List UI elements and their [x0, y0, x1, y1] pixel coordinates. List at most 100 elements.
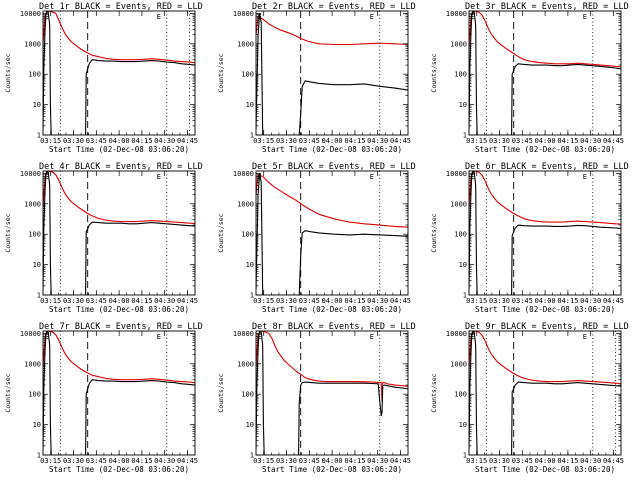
x-tick-label: 04:15 — [131, 457, 152, 465]
x-tick-label: 04:30 — [580, 297, 601, 305]
y-tick-label: 10 — [33, 101, 41, 109]
y-tick-label: 100 — [454, 71, 467, 79]
panel-det-8r: Det 8r BLACK = Events, RED = LLD 1 10 100 10… — [217, 322, 416, 474]
x-tick-label: 04:45 — [177, 297, 198, 305]
y-tick-label: 1000 — [24, 40, 41, 48]
x-tick-label: 03:15 — [40, 137, 61, 145]
x-tick-label: 03:30 — [489, 297, 510, 305]
x-tick-label: 03:30 — [63, 137, 84, 145]
y-tick-label: 10 — [459, 101, 467, 109]
y-tick-label: 100 — [454, 391, 467, 399]
x-tick-label: 04:15 — [344, 457, 365, 465]
y-tick-label: 1000 — [450, 360, 467, 368]
x-tick-label: 03:30 — [276, 137, 297, 145]
panel-title: Det 4r BLACK = Events, RED = LLD — [39, 162, 203, 172]
x-tick-label: 03:15 — [253, 297, 274, 305]
y-tick-label: 1 — [37, 292, 41, 300]
series-events-line — [43, 331, 195, 455]
x-tick-label: 04:30 — [580, 457, 601, 465]
x-tick-label: 03:15 — [40, 297, 61, 305]
y-tick-label: 100 — [454, 231, 467, 239]
marker-e-right: E — [370, 333, 374, 341]
y-tick-label: 1 — [37, 452, 41, 460]
x-tick-label: 03:15 — [40, 457, 61, 465]
y-tick-label: 10000 — [446, 10, 467, 18]
y-tick-label: 100 — [241, 391, 254, 399]
y-tick-label: 1 — [37, 132, 41, 140]
x-tick-label: 04:00 — [535, 457, 556, 465]
x-tick-label: 03:15 — [466, 137, 487, 145]
y-tick-label: 1 — [463, 452, 467, 460]
x-tick-label: 03:30 — [276, 457, 297, 465]
x-axis-label: Start Time (02-Dec-08 03:06:20) — [475, 305, 615, 314]
x-tick-label: 04:15 — [557, 297, 578, 305]
x-tick-label: 03:30 — [276, 297, 297, 305]
marker-e-right: E — [583, 13, 587, 21]
x-tick-label: 04:00 — [322, 137, 343, 145]
x-tick-label: 03:15 — [253, 457, 274, 465]
x-tick-label: 04:45 — [603, 297, 624, 305]
axes-frame — [42, 170, 196, 296]
y-tick-label: 1000 — [237, 360, 254, 368]
panel-det-7r: Det 7r BLACK = Events, RED = LLD 1 10 100 10… — [4, 322, 203, 474]
y-tick-label: 10000 — [446, 330, 467, 338]
x-axis-label: Start Time (02-Dec-08 03:06:20) — [262, 145, 402, 154]
series-lld-line — [256, 15, 408, 46]
series-events-line — [469, 171, 621, 295]
panel-det-2r: Det 2r BLACK = Events, RED = LLD 1 10 100 10… — [217, 2, 416, 154]
x-axis-label: Start Time (02-Dec-08 03:06:20) — [49, 305, 189, 314]
axes-frame — [468, 330, 622, 456]
panel-det-9r: Det 9r BLACK = Events, RED = LLD 1 10 100 10… — [430, 322, 629, 474]
x-tick-label: 03:45 — [86, 297, 107, 305]
y-tick-label: 10000 — [20, 170, 41, 178]
panel-title: Det 5r BLACK = Events, RED = LLD — [252, 162, 416, 172]
marker-e-right: E — [583, 333, 587, 341]
x-tick-label: 03:45 — [512, 457, 533, 465]
x-tick-label: 04:30 — [580, 137, 601, 145]
x-tick-label: 04:30 — [367, 297, 388, 305]
y-tick-label: 100 — [28, 71, 41, 79]
x-tick-label: 03:45 — [512, 297, 533, 305]
x-tick-label: 04:30 — [367, 137, 388, 145]
x-tick-label: 04:00 — [322, 297, 343, 305]
series-events-line — [256, 331, 408, 455]
marker-e-right: E — [370, 173, 374, 181]
series-events-line — [256, 12, 408, 135]
x-tick-label: 03:45 — [299, 457, 320, 465]
y-tick-label: 1 — [250, 132, 254, 140]
panel-det-1r: Det 1r BLACK = Events, RED = LLD 1 10 100 10… — [4, 2, 203, 154]
series-lld-line — [469, 171, 621, 225]
y-tick-label: 100 — [28, 391, 41, 399]
y-tick-label: 10 — [246, 101, 254, 109]
x-axis-label: Start Time (02-Dec-08 03:06:20) — [475, 145, 615, 154]
y-tick-label: 10 — [459, 261, 467, 269]
y-tick-label: 1000 — [24, 200, 41, 208]
y-tick-label: 1000 — [24, 360, 41, 368]
x-axis-label: Start Time (02-Dec-08 03:06:20) — [262, 465, 402, 474]
series-lld-line — [256, 331, 408, 402]
x-tick-label: 03:15 — [466, 297, 487, 305]
series-lld-line — [43, 331, 195, 384]
y-tick-label: 100 — [28, 231, 41, 239]
x-tick-label: 04:00 — [109, 457, 130, 465]
y-tick-label: 10 — [459, 421, 467, 429]
x-tick-label: 04:45 — [390, 137, 411, 145]
x-tick-label: 04:15 — [344, 137, 365, 145]
marker-e-left: E — [258, 173, 262, 181]
y-axis-label: Counts/sec — [430, 373, 438, 412]
y-tick-label: 100 — [241, 231, 254, 239]
panel-title: Det 1r BLACK = Events, RED = LLD — [39, 2, 203, 12]
y-tick-label: 10 — [246, 261, 254, 269]
x-tick-label: 03:45 — [299, 137, 320, 145]
x-tick-label: 04:00 — [109, 297, 130, 305]
series-lld-line — [43, 11, 195, 64]
x-tick-label: 04:00 — [322, 457, 343, 465]
panel-title: Det 2r BLACK = Events, RED = LLD — [252, 2, 416, 12]
marker-e-left: E — [45, 13, 49, 21]
x-tick-label: 04:45 — [177, 137, 198, 145]
x-tick-label: 04:15 — [557, 137, 578, 145]
x-tick-label: 04:15 — [344, 297, 365, 305]
y-tick-label: 100 — [241, 71, 254, 79]
y-tick-label: 10000 — [233, 170, 254, 178]
